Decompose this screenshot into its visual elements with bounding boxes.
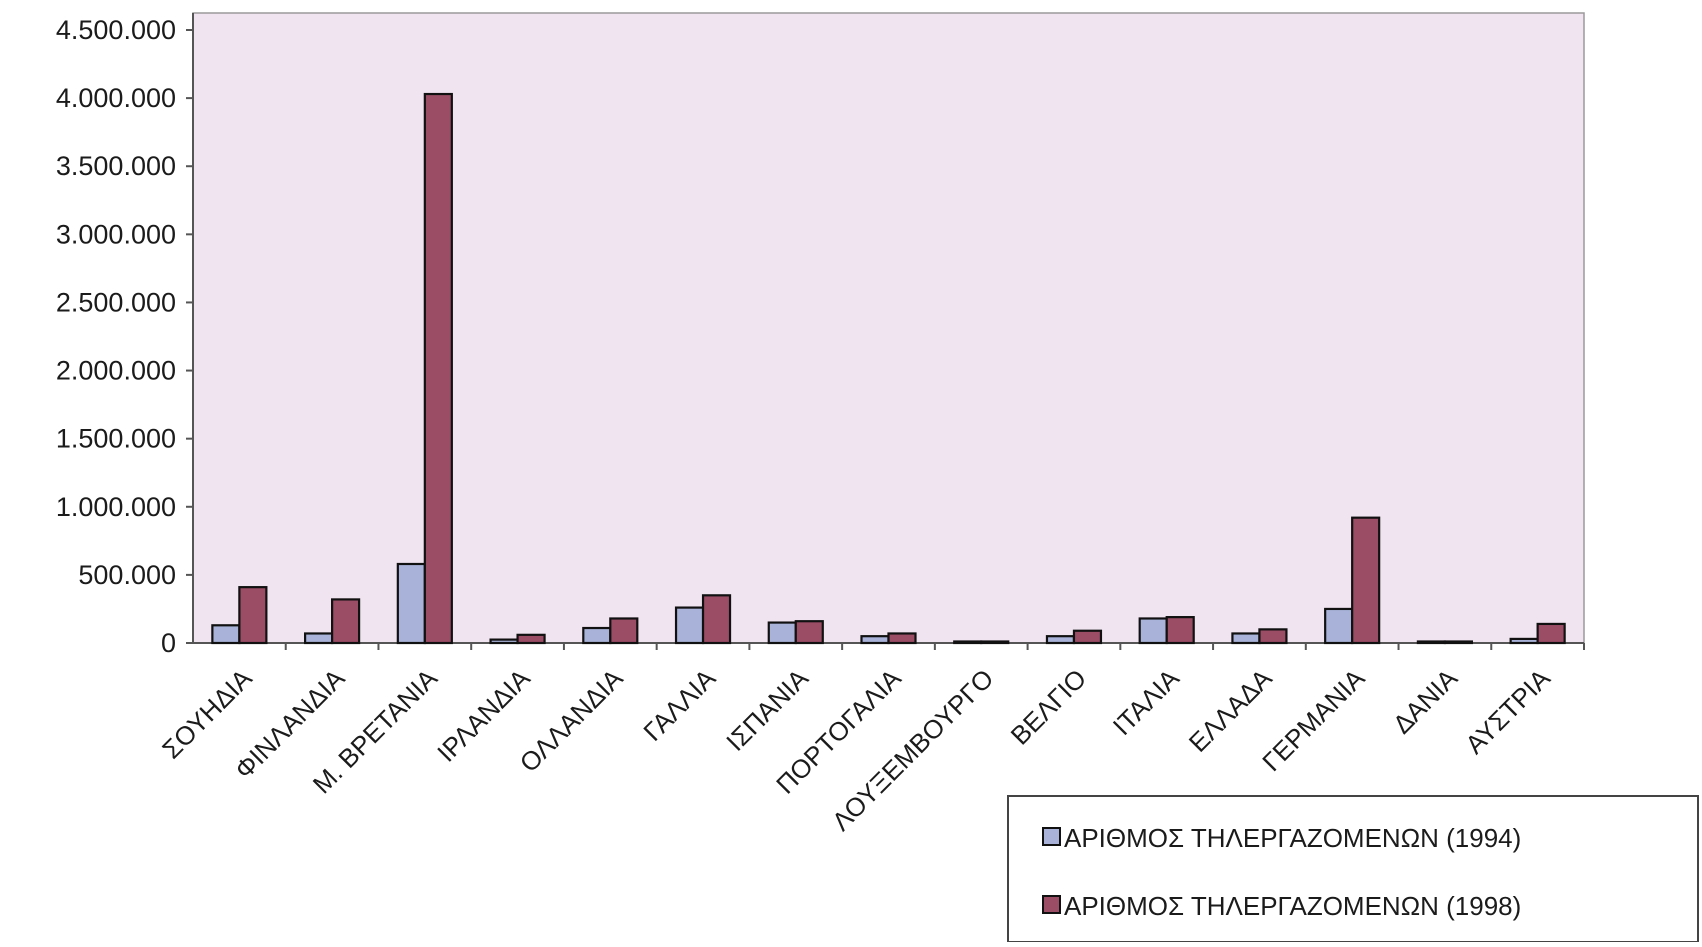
y-axis-ticks: 0 500.000 1.000.000 1.500.000 2.000.000 2.500… bbox=[56, 15, 193, 658]
y-tick-label: 1.500.000 bbox=[56, 424, 176, 454]
y-tick-label: 2.500.000 bbox=[56, 287, 176, 317]
bar-1994 bbox=[1138, 617, 1168, 645]
bar-1998 bbox=[1072, 629, 1103, 645]
bar-1994 bbox=[674, 606, 705, 645]
bar-1994 bbox=[1324, 607, 1354, 645]
bar-1994 bbox=[1231, 632, 1261, 645]
bar-1998 bbox=[980, 640, 1010, 645]
y-tick-label: 500.000 bbox=[78, 560, 176, 590]
y-tick-label: 1.000.000 bbox=[56, 492, 176, 522]
bar-1998 bbox=[331, 598, 361, 645]
bar-1998 bbox=[794, 620, 824, 645]
bar-1994 bbox=[953, 640, 983, 645]
legend-label-1994: ΑΡΙΘΜΟΣ ΤΗΛΕΡΓΑΖΟΜΕΝΩΝ (1994) bbox=[1064, 823, 1521, 853]
legend: ΑΡΙΘΜΟΣ ΤΗΛΕΡΓΑΖΟΜΕΝΩΝ (1994) ΑΡΙΘΜΟΣ ΤΗΛ… bbox=[1007, 795, 1699, 943]
bar-1998 bbox=[701, 594, 732, 645]
bar-1998 bbox=[1258, 628, 1288, 645]
bar-1998 bbox=[887, 632, 917, 645]
bar-1994 bbox=[489, 638, 519, 645]
y-tick-label: 4.500.000 bbox=[56, 15, 176, 45]
bar-1994 bbox=[860, 635, 890, 645]
bar-1998 bbox=[516, 633, 546, 645]
bar-1994 bbox=[304, 632, 334, 645]
bars bbox=[211, 92, 1566, 645]
y-tick-label: 0 bbox=[161, 628, 176, 658]
bar-1998 bbox=[1536, 622, 1566, 645]
bar-1994 bbox=[582, 626, 612, 645]
bar-1998 bbox=[1351, 516, 1381, 645]
bar-1998 bbox=[238, 586, 268, 645]
bar-1998 bbox=[1443, 640, 1474, 645]
bar-1994 bbox=[396, 562, 426, 645]
legend-box bbox=[1007, 795, 1699, 943]
y-tick-label: 4.000.000 bbox=[56, 83, 176, 113]
bar-1998 bbox=[609, 617, 639, 645]
bar-1994 bbox=[1509, 637, 1539, 645]
y-tick-label: 3.000.000 bbox=[56, 219, 176, 249]
bar-1998 bbox=[423, 92, 453, 645]
bar-1994 bbox=[1045, 635, 1076, 645]
bar-1994 bbox=[767, 621, 797, 645]
legend-swatch-1998 bbox=[1042, 895, 1061, 914]
legend-swatch-1994 bbox=[1042, 827, 1061, 846]
bar-1994 bbox=[211, 624, 241, 645]
legend-label-1998: ΑΡΙΘΜΟΣ ΤΗΛΕΡΓΑΖΟΜΕΝΩΝ (1998) bbox=[1064, 891, 1521, 921]
bar-1994 bbox=[1416, 640, 1447, 645]
bar-1998 bbox=[1165, 616, 1195, 645]
y-tick-label: 3.500.000 bbox=[56, 151, 176, 181]
y-tick-label: 2.000.000 bbox=[56, 356, 176, 386]
